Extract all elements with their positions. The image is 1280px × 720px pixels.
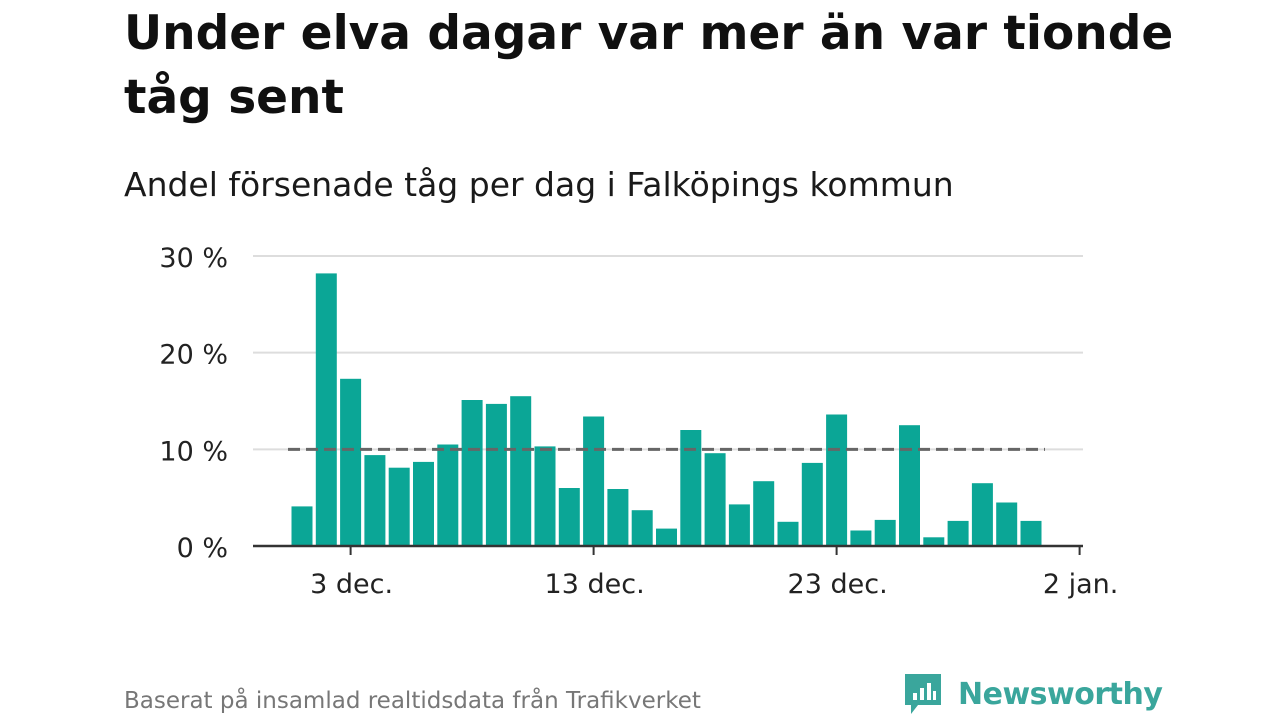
bar xyxy=(777,521,799,546)
bar xyxy=(485,403,507,546)
y-tick-label: 20 % xyxy=(159,340,228,371)
bar xyxy=(558,488,580,546)
x-tick-label: 23 dec. xyxy=(788,569,888,600)
brand-name: Newsworthy xyxy=(958,676,1163,712)
bar xyxy=(534,446,556,546)
bar xyxy=(607,489,629,546)
bar xyxy=(291,506,313,546)
x-tick-label: 3 dec. xyxy=(310,569,393,600)
bar xyxy=(388,467,410,546)
bar xyxy=(583,416,605,546)
bar xyxy=(899,425,920,546)
x-tick-label: 13 dec. xyxy=(545,569,645,600)
bar xyxy=(753,481,775,546)
y-tick-label: 0 % xyxy=(177,533,228,564)
bar xyxy=(656,528,677,546)
y-tick-label: 10 % xyxy=(159,436,228,467)
bar xyxy=(413,461,434,546)
gridlines xyxy=(253,255,1083,451)
bar xyxy=(971,483,993,546)
bar xyxy=(801,462,823,546)
bar xyxy=(874,519,896,546)
bar xyxy=(850,530,872,546)
bar xyxy=(680,430,702,546)
bar xyxy=(510,396,532,546)
bar xyxy=(437,444,459,546)
y-axis-labels: 0 % 10 % 20 % 30 % xyxy=(159,243,228,564)
chart-subtitle: Andel försenade tåg per dag i Falköpings… xyxy=(124,165,954,204)
bars xyxy=(291,273,1042,546)
bar xyxy=(728,504,750,546)
chart-title: Under elva dagar var mer än var tionde t… xyxy=(124,6,1174,125)
x-axis xyxy=(253,544,1083,555)
x-axis-labels: 3 dec. 13 dec. 23 dec. 2 jan. xyxy=(310,569,1118,600)
bar xyxy=(1020,520,1042,546)
bar xyxy=(826,414,848,546)
bar xyxy=(315,273,337,546)
source-note: Baserat på insamlad realtidsdata från Tr… xyxy=(124,688,701,714)
bar xyxy=(704,453,726,546)
bar xyxy=(631,510,653,546)
brand-logo: Newsworthy xyxy=(902,670,1163,718)
bar-chart: 0 % 10 % 20 % 30 % 3 dec. 13 dec. 23 dec. 2 ja… xyxy=(159,243,1118,600)
bar xyxy=(364,455,386,546)
bar xyxy=(923,537,945,546)
bar xyxy=(996,502,1018,546)
bar xyxy=(461,400,483,546)
x-tick-label: 2 jan. xyxy=(1043,569,1119,600)
bar xyxy=(947,520,969,546)
y-tick-label: 30 % xyxy=(159,243,228,274)
newsworthy-logo-icon xyxy=(905,674,941,714)
bar xyxy=(340,378,362,546)
